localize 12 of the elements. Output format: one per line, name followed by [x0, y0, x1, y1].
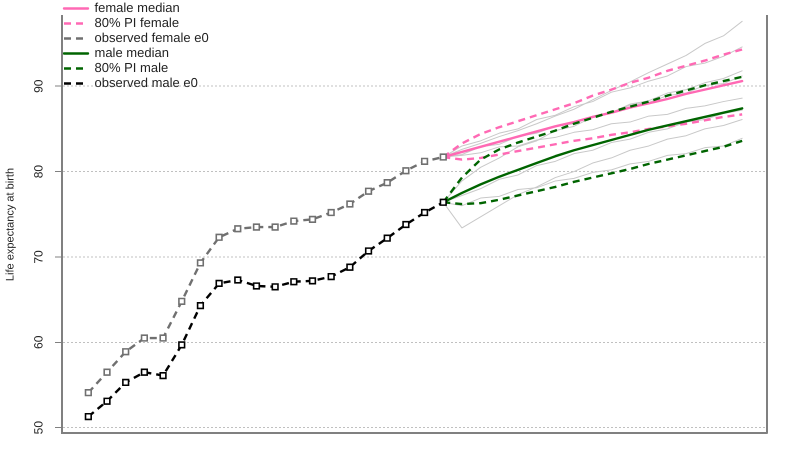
y-tick-label: 50: [32, 420, 46, 434]
legend-label: observed male e0: [94, 75, 198, 90]
y-axis-title: Life expectancy at birth: [4, 168, 17, 282]
y-tick-label: 70: [32, 250, 46, 264]
legend-label: 80% PI male: [94, 60, 168, 76]
legend-label: female median: [94, 0, 180, 16]
y-tick-label: 80: [32, 164, 46, 178]
legend-label: observed female e0: [94, 30, 209, 46]
legend-label: male median: [94, 45, 169, 60]
y-tick-label: 60: [32, 335, 46, 349]
y-tick-label: 90: [32, 79, 46, 93]
legend-label: 80% PI female: [94, 15, 180, 30]
